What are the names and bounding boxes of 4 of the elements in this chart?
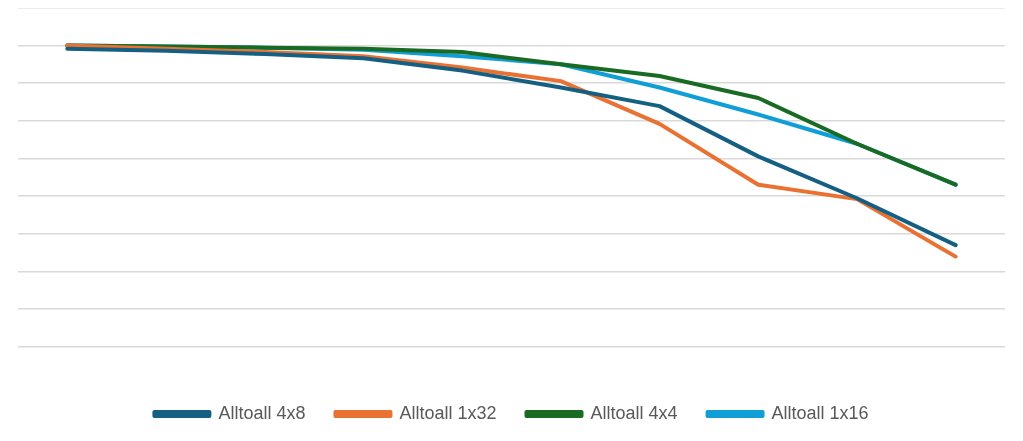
legend-label: Alltoall 4x4: [590, 402, 678, 423]
legend-label: Alltoall 4x8: [218, 402, 306, 423]
legend-label: Alltoall 1x32: [399, 402, 497, 423]
legend-label: Alltoall 1x16: [771, 402, 869, 423]
